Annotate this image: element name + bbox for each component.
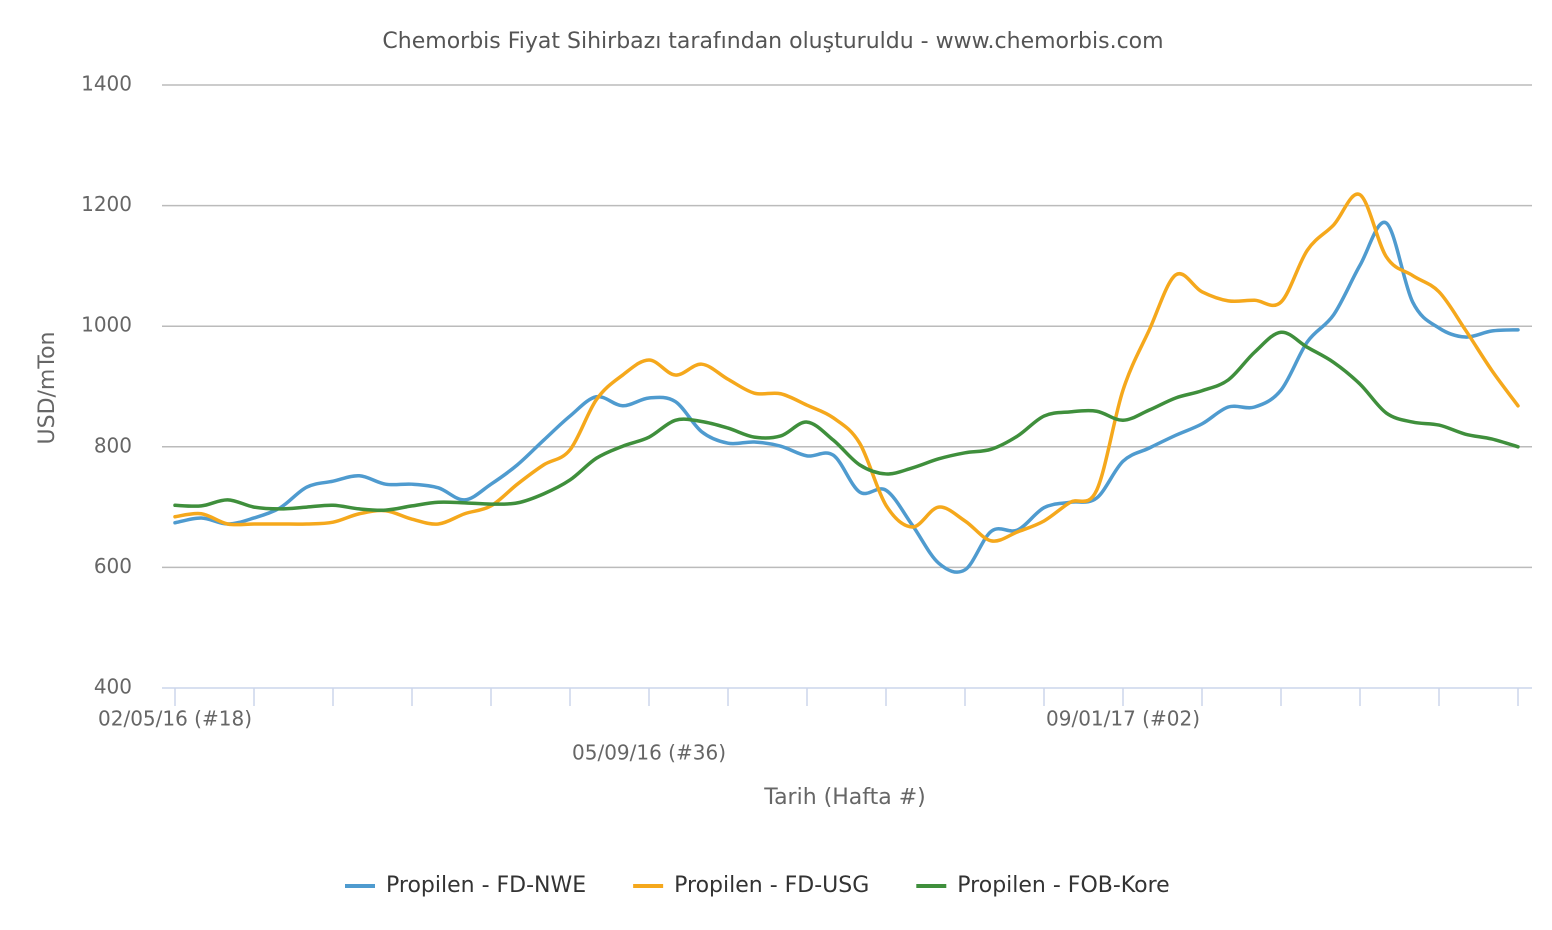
y-tick-label: 400 bbox=[94, 675, 132, 699]
y-tick-label: 800 bbox=[94, 433, 132, 457]
x-tick-label: 09/01/17 (#02) bbox=[1046, 707, 1200, 731]
y-tick-label: 1200 bbox=[81, 192, 132, 216]
y-axis-title: USD/mTon bbox=[35, 332, 60, 445]
y-tick-label: 1000 bbox=[81, 313, 132, 337]
chart-title: Chemorbis Fiyat Sihirbazı tarafından olu… bbox=[382, 29, 1163, 54]
y-tick-label: 600 bbox=[94, 554, 132, 578]
legend-label: Propilen - FD-USG bbox=[674, 873, 869, 898]
line-series bbox=[173, 220, 1520, 574]
line-series bbox=[173, 330, 1520, 513]
legend-label: Propilen - FD-NWE bbox=[386, 873, 586, 898]
line-series bbox=[173, 192, 1520, 543]
x-tick-label: 05/09/16 (#36) bbox=[572, 741, 726, 765]
x-axis-title: Tarih (Hafta #) bbox=[763, 785, 925, 810]
x-tick-label: 02/05/16 (#18) bbox=[98, 707, 252, 731]
legend-label: Propilen - FOB-Kore bbox=[957, 873, 1169, 898]
y-tick-label: 1400 bbox=[81, 72, 132, 96]
